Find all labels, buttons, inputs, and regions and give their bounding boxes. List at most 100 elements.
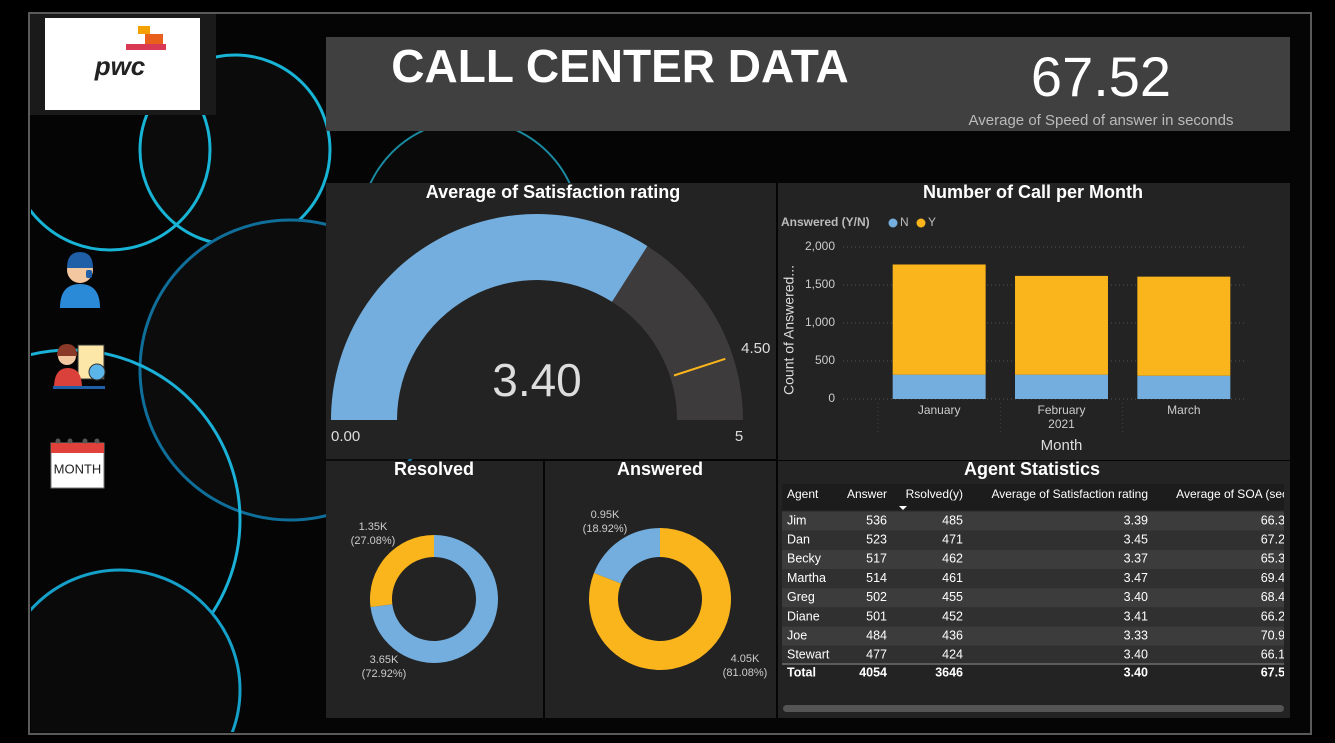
logo-block [145, 34, 163, 44]
kpi-value: 67.52 [1031, 45, 1171, 108]
table-header-bg [782, 484, 1284, 510]
table-cell: Martha [787, 571, 826, 585]
table-cell: 477 [866, 648, 887, 662]
table-row-bg [782, 530, 1284, 550]
scrollbar[interactable] [783, 705, 1284, 712]
table-cell: 3.40 [1124, 590, 1148, 604]
table-cell: 3.33 [1124, 628, 1148, 642]
charts: Average of Satisfaction rating 4.50 3.40 0.… [331, 182, 1245, 680]
table-cell: 3.39 [1124, 513, 1148, 527]
table-cell: 66.18 [1261, 648, 1292, 662]
donut-percent-label: (27.08%) [351, 535, 396, 547]
x-axis-title: Month [1041, 437, 1083, 454]
bar-segment [1137, 375, 1231, 399]
table-cell: 69.49 [1261, 571, 1292, 585]
agent-icon[interactable] [60, 252, 100, 308]
logo-block [126, 44, 166, 50]
donut-panel [326, 461, 543, 718]
chart-title: Number of Call per Month [923, 182, 1143, 202]
chart-title: Average of Satisfaction rating [426, 182, 680, 202]
bar-segment [892, 264, 986, 375]
table-cell: Diane [787, 609, 820, 623]
donut-value-label: 4.05K [731, 653, 760, 665]
table-cell: Joe [787, 628, 807, 642]
table-cell: 3.41 [1124, 609, 1148, 623]
gauge-target-label: 4.50 [741, 340, 770, 357]
table-cell: 3.45 [1124, 532, 1148, 546]
donut-slice [370, 535, 434, 608]
table-cell: 66.27 [1261, 609, 1292, 623]
donut-value-label: 1.35K [359, 521, 388, 533]
column-header: Average of Satisfaction rating [991, 487, 1148, 501]
column-header: Agent [787, 487, 819, 501]
x-tick-label: January [918, 403, 961, 417]
table-cell: 436 [942, 628, 963, 642]
x-sublabel: 2021 [1048, 417, 1075, 431]
legend-swatch [916, 218, 926, 228]
gauge-max-label: 5 [735, 428, 743, 445]
bar-segment [1015, 275, 1108, 375]
table-cell: 68.44 [1261, 590, 1292, 604]
table-total-cell: Total [787, 665, 816, 679]
bar-segment [1137, 276, 1231, 376]
table-title: Agent Statistics [964, 459, 1100, 479]
donut-value-label: 0.95K [591, 509, 620, 521]
donut-slice [593, 528, 660, 584]
column-header: Rsolved(y) [906, 487, 963, 501]
table-cell: 70.99 [1261, 628, 1292, 642]
table-cell: 517 [866, 552, 887, 566]
table-cell: 461 [942, 571, 963, 585]
logo-text: pwc [94, 51, 146, 81]
table-cell: 3.37 [1124, 552, 1148, 566]
dashboard-title: CALL CENTER DATA [391, 40, 848, 92]
table-cell: Greg [787, 590, 815, 604]
donut-panel [545, 461, 776, 718]
gauge-value: 3.40 [492, 354, 582, 406]
y-tick-label: 0 [828, 391, 835, 405]
table-cell: Jim [787, 513, 806, 527]
table-row-bg [782, 549, 1284, 569]
table-cell: 471 [942, 532, 963, 546]
y-tick-label: 1,000 [805, 315, 835, 329]
table-cell: 502 [866, 590, 887, 604]
chart-title: Resolved [394, 459, 474, 479]
table-cell: 66.34 [1261, 513, 1292, 527]
report-icon[interactable] [53, 344, 106, 389]
legend-label: N [900, 215, 909, 229]
legend-label: Y [928, 215, 936, 229]
bar-segment [1015, 374, 1108, 399]
table-total-cell: 3646 [935, 665, 963, 679]
table-cell: Becky [787, 552, 822, 566]
kpi-label: Average of Speed of answer in seconds [969, 112, 1234, 129]
table-cell: 67.28 [1261, 532, 1292, 546]
table-cell: 65.33 [1261, 552, 1292, 566]
month-icon-label: MONTH [54, 461, 102, 476]
y-tick-label: 1,500 [805, 277, 835, 291]
legend-title: Answered (Y/N) [781, 215, 870, 229]
sort-indicator [899, 506, 907, 510]
bar-segment [892, 374, 986, 399]
table-total-cell: 4054 [859, 665, 887, 679]
table-cell: 484 [866, 628, 887, 642]
table-cell: Stewart [787, 648, 830, 662]
table-cell: 523 [866, 532, 887, 546]
table-cell: Dan [787, 532, 810, 546]
table-row-bg [782, 607, 1284, 627]
header-band [326, 37, 1290, 131]
month-icon[interactable]: MONTH [50, 438, 105, 489]
table-body: Agent Answer Rsolved(y) Average of Satisfac… [782, 484, 1292, 679]
column-header: Average of SOA (sec) [1176, 487, 1292, 501]
chart-title: Answered [617, 459, 703, 479]
table-cell: 501 [866, 609, 887, 623]
x-tick-label: March [1167, 403, 1200, 417]
donut-slice [588, 528, 731, 670]
table-cell: 452 [942, 609, 963, 623]
agent-table: Agent Statistics Agent Answer Rsolved(y) Ave… [782, 459, 1292, 679]
column-header: Answer [847, 487, 887, 501]
y-tick-label: 500 [815, 353, 835, 367]
legend-swatch [888, 218, 898, 228]
table-row-bg [782, 511, 1284, 531]
donut-percent-label: (81.08%) [723, 667, 768, 679]
